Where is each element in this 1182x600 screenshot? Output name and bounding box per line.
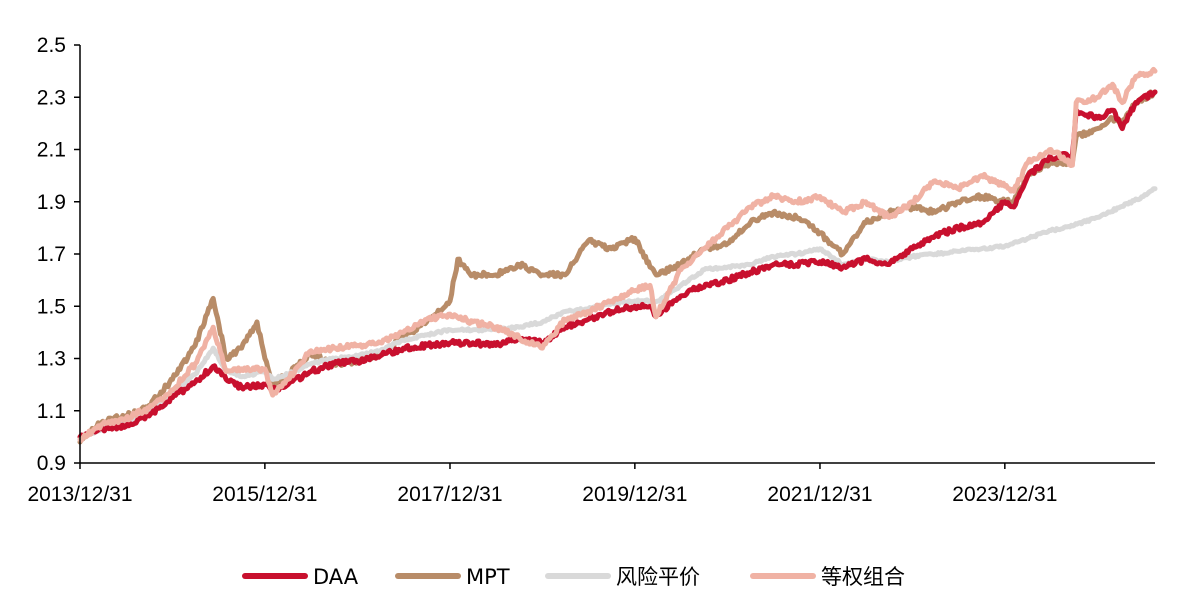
plot-area	[77, 66, 1158, 445]
y-tick-label: 1.7	[37, 243, 66, 266]
x-tick-label: 2023/12/31	[952, 483, 1057, 506]
y-tick-label: 1.1	[37, 400, 66, 423]
y-tick-label: 1.9	[37, 191, 66, 214]
y-tick-label: 1.5	[37, 295, 66, 318]
x-tick-label: 2019/12/31	[582, 483, 687, 506]
legend-label-3: 等权组合	[821, 565, 905, 589]
series-line-3	[77, 66, 1158, 443]
legend-label-2: 风险平价	[616, 565, 700, 589]
x-tick-label: 2013/12/31	[27, 483, 132, 506]
y-tick-label: 2.5	[37, 34, 66, 57]
series-line-1	[77, 89, 1158, 445]
y-tick-label: 1.3	[37, 348, 66, 371]
y-tick-label: 2.1	[37, 139, 66, 162]
axes: 0.9 1.1 1.3 1.5 1.7 1.9 2.1 2.3 2.5 2013/12/31 201…	[27, 34, 1155, 506]
y-tick-label: 0.9	[37, 452, 66, 475]
x-tick-label: 2021/12/31	[767, 483, 872, 506]
legend-label-0: DAA	[313, 565, 359, 589]
x-tick-label: 2017/12/31	[397, 483, 502, 506]
x-tick-label: 2015/12/31	[212, 483, 317, 506]
legend-label-1: MPT	[466, 565, 510, 589]
y-tick-label: 2.3	[37, 86, 66, 109]
series-line-0	[77, 89, 1158, 440]
legend: DAA MPT 风险平价 等权组合	[242, 565, 905, 589]
